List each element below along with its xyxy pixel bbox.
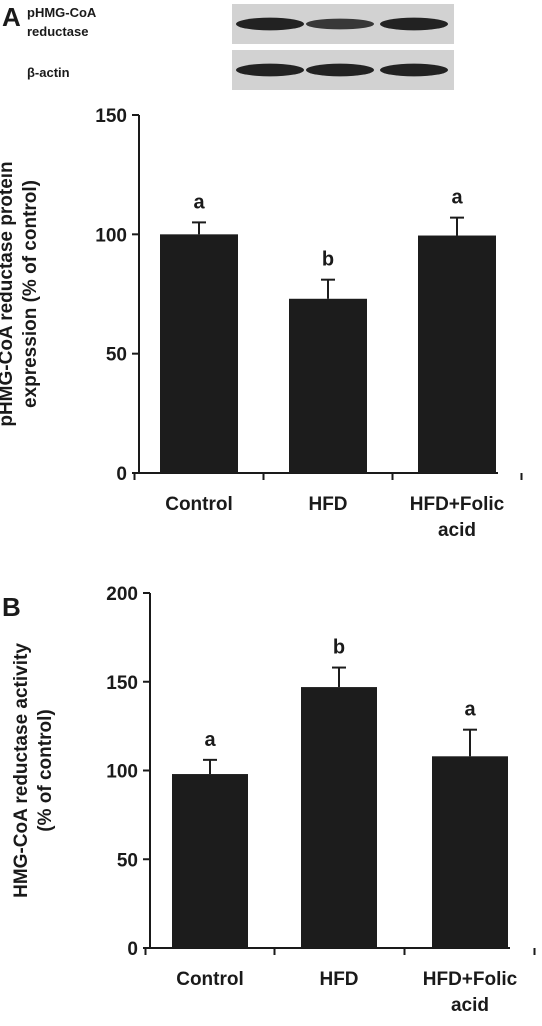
chart-a: 0 50 100 150 a Control b HFD a HFD+Folic acid pHMG-… (0, 106, 523, 541)
blot-actin-label: β-actin (27, 65, 70, 80)
category-label-2: HFD (308, 494, 347, 515)
y-tick-label-100: 100 (106, 762, 138, 783)
significance-label-3: a (451, 187, 463, 209)
significance-label-3: a (464, 699, 476, 721)
y-tick-label-200: 200 (106, 584, 138, 605)
y-tick-label-50: 50 (106, 345, 127, 366)
significance-label-2: b (322, 249, 334, 271)
blot-label-line1: pHMG-CoA (27, 5, 97, 20)
y-tick-label-150: 150 (95, 106, 127, 127)
category-label-1: Control (176, 969, 244, 990)
bar-3 (418, 235, 496, 473)
y-tick-label-0: 0 (116, 464, 127, 485)
category-label-3-line2: acid (438, 520, 476, 541)
bar-2 (289, 298, 367, 473)
blot-band-row1-lane2 (306, 18, 374, 30)
y-tick-label-50: 50 (117, 850, 138, 871)
blot-band-row1-lane1 (236, 17, 304, 31)
blot-band-row2-lane2 (306, 63, 374, 77)
bar-3 (432, 756, 508, 948)
blot-band-row1-lane3 (380, 17, 448, 31)
significance-label-1: a (193, 191, 205, 213)
category-label-3-line2: acid (451, 995, 489, 1016)
category-label-3-line1: HFD+Folic (423, 969, 518, 990)
category-label-3-line1: HFD+Folic (410, 494, 505, 515)
bar-1 (160, 234, 238, 473)
y-axis-title-line2: (% of control) (35, 709, 56, 831)
panel-b-letter: B (2, 592, 21, 622)
blot-label-line2: reductase (27, 24, 88, 39)
y-tick-label-100: 100 (95, 225, 127, 246)
category-label-2: HFD (319, 969, 358, 990)
bar-1 (172, 774, 248, 948)
panel-a-letter: A (2, 2, 21, 32)
y-axis-title-line2: expression (% of control) (20, 180, 41, 408)
y-axis-title-line1: HMG-CoA reductase activity (11, 643, 32, 898)
y-tick-label-0: 0 (127, 939, 138, 960)
bar-2 (301, 687, 377, 948)
western-blot (232, 4, 454, 90)
blot-band-row2-lane3 (380, 63, 448, 77)
chart-b: 0 50 100 150 200 a Control b HFD a HFD+Folic acid HM… (11, 584, 536, 1016)
y-tick-label-150: 150 (106, 673, 138, 694)
y-axis-title-line1: pHMG-CoA reductase protein (0, 161, 17, 426)
significance-label-1: a (204, 729, 216, 751)
blot-band-row2-lane1 (236, 63, 304, 77)
significance-label-2: b (333, 637, 345, 659)
category-label-1: Control (165, 494, 233, 515)
